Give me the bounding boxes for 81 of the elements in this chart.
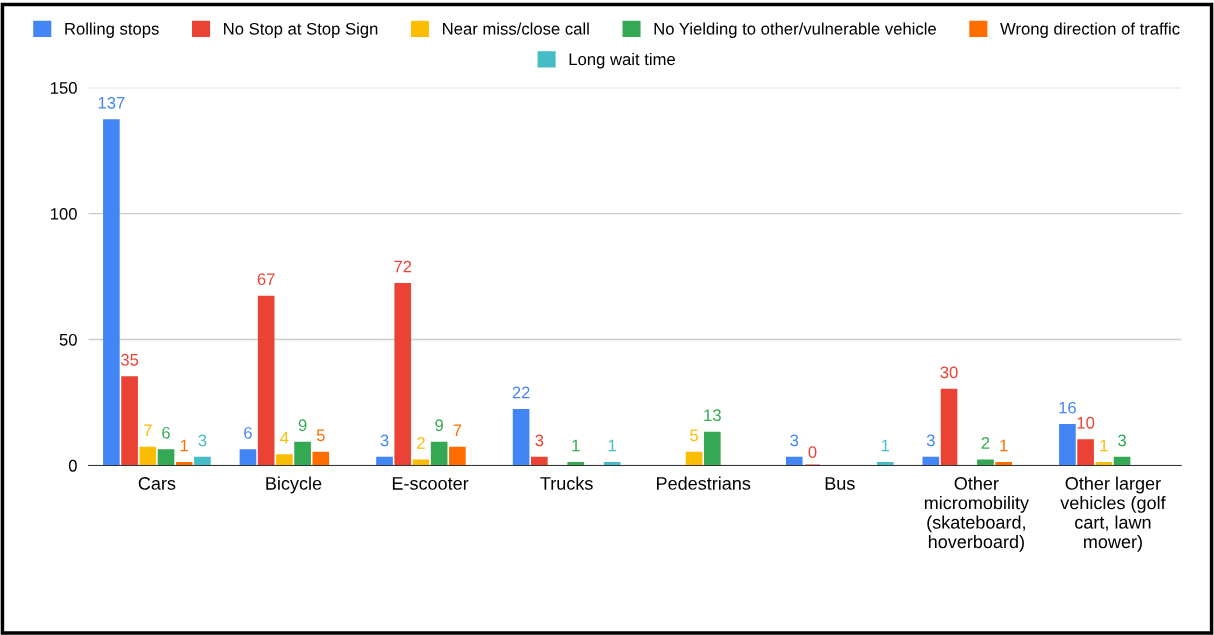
legend-label: No Yielding to other/vulnerable vehicle (654, 22, 936, 38)
x-tick-label: E-scooter (392, 477, 469, 490)
legend-label: Long wait time (569, 52, 675, 69)
data-label: 16 (1059, 401, 1076, 414)
data-label: 1 (572, 439, 580, 452)
y-tick-label: 150 (50, 82, 77, 94)
data-label: 1 (180, 439, 189, 452)
bar (276, 454, 293, 466)
bar (449, 446, 466, 466)
data-label: 35 (120, 353, 139, 366)
x-tick-label: Other micromobility (skateboard, hoverboard) (924, 476, 1029, 552)
data-label: 9 (435, 419, 444, 432)
data-label: 13 (704, 409, 721, 422)
legend-label: Rolling stops (65, 22, 159, 38)
bar (239, 449, 257, 466)
data-label: 5 (690, 429, 699, 442)
bar (175, 461, 193, 466)
y-tick-label: 50 (59, 333, 77, 346)
data-label: 30 (940, 366, 958, 379)
legend-label: Wrong direction of traffic (1000, 22, 1180, 38)
bar (685, 451, 703, 466)
data-label: 7 (144, 424, 152, 437)
bar (430, 441, 448, 466)
bar (294, 441, 311, 466)
bar (103, 119, 120, 466)
data-label: 6 (162, 426, 170, 439)
x-tick-label: Bicycle (266, 476, 322, 494)
data-label: 9 (298, 419, 307, 432)
bar (995, 461, 1012, 466)
bar (876, 461, 894, 466)
data-label: 3 (198, 434, 207, 447)
x-tick-label: Bus (825, 477, 855, 490)
data-label: 1 (608, 439, 616, 452)
bar (567, 461, 585, 466)
bar (977, 459, 994, 466)
data-label: 0 (808, 446, 817, 458)
data-label: 72 (394, 260, 412, 273)
bar (703, 431, 721, 466)
data-label: 3 (926, 434, 935, 447)
data-label: 137 (98, 96, 125, 109)
data-label: 1 (881, 439, 890, 452)
bar (139, 446, 157, 466)
data-label: 1 (1100, 439, 1108, 452)
x-tick-label: Other larger vehicles (golf cart, lawn mower) (1060, 476, 1166, 552)
data-label: 7 (453, 424, 462, 437)
bar (412, 459, 430, 466)
bar (512, 409, 530, 466)
data-label: 6 (244, 426, 252, 439)
y-tick-label: 100 (50, 207, 77, 220)
data-label: 4 (280, 432, 289, 444)
bar (922, 456, 940, 466)
legend-label: Near miss/close call (443, 22, 589, 35)
bar (940, 388, 958, 466)
data-label: 2 (417, 436, 425, 449)
bar (785, 456, 803, 466)
data-label: 3 (1118, 434, 1126, 447)
bar (121, 376, 138, 466)
bar (194, 456, 211, 466)
data-label: 10 (1077, 416, 1095, 429)
bar (157, 449, 175, 466)
legend-label: No Stop at Stop Sign (224, 22, 378, 38)
data-label: 67 (257, 273, 275, 286)
data-label: 22 (512, 386, 530, 399)
data-label: 3 (535, 434, 544, 447)
data-label: 3 (790, 434, 799, 447)
bar (394, 283, 412, 466)
bar (1113, 456, 1131, 466)
bar (1077, 439, 1094, 466)
bar (257, 295, 275, 466)
x-tick-label: Trucks (540, 476, 593, 490)
x-tick-label: Pedestrians (657, 476, 751, 490)
data-label: 1 (1000, 439, 1008, 452)
bar (531, 456, 548, 466)
bar (376, 456, 393, 466)
data-label: 3 (380, 434, 389, 447)
data-label: 2 (981, 436, 990, 449)
data-label: 5 (316, 429, 325, 442)
y-tick-label: 0 (68, 459, 77, 472)
bar (1059, 424, 1076, 466)
bar (312, 451, 330, 466)
x-tick-label: Cars (138, 477, 176, 490)
